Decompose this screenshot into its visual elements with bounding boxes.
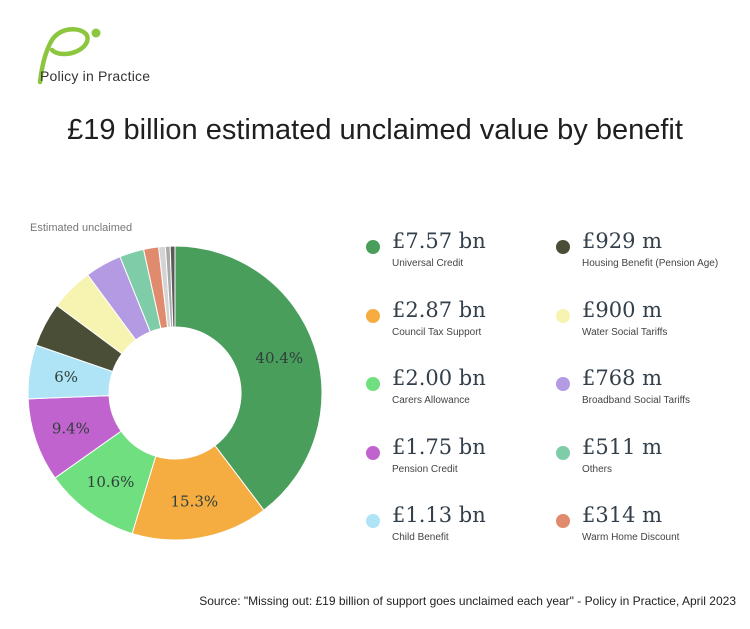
legend-item: £314 m Warm Home Discount xyxy=(556,503,736,555)
legend-value: £900 m xyxy=(582,297,663,322)
slice-label: 10.6% xyxy=(87,473,135,491)
legend-swatch-icon xyxy=(556,445,570,460)
legend-item: £1.13 bn Child Benefit xyxy=(366,503,546,555)
legend-label: Warm Home Discount xyxy=(582,532,680,543)
legend-label: Council Tax Support xyxy=(392,326,482,338)
legend-item: £2.00 bn Carers Allowance xyxy=(366,366,546,418)
legend-item: £768 m Broadband Social Tariffs xyxy=(556,366,736,418)
legend-label: Child Benefit xyxy=(392,532,449,543)
slice-label: 40.4% xyxy=(255,349,303,367)
legend-value: £1.75 bn xyxy=(392,434,486,459)
legend-value: £314 m xyxy=(582,503,663,527)
legend-value: £511 m xyxy=(582,434,663,459)
legend-item: £929 m Housing Benefit (Pension Age) xyxy=(556,229,736,281)
legend-item: £900 m Water Social Tariffs xyxy=(556,298,736,350)
legend-value: £929 m xyxy=(582,229,663,253)
donut-slices xyxy=(27,245,323,541)
legend-swatch-icon xyxy=(556,308,570,323)
legend-item: £511 m Others xyxy=(556,435,736,487)
legend-swatch-icon xyxy=(366,445,380,460)
legend-item: £1.75 bn Pension Credit xyxy=(366,435,546,487)
policy-in-practice-logo xyxy=(37,26,101,85)
slice-label: 9.4% xyxy=(52,419,90,437)
legend-label: Housing Benefit (Pension Age) xyxy=(582,258,719,269)
legend-label: Others xyxy=(582,463,613,475)
chart-title: £19 billion estimated unclaimed value by… xyxy=(67,114,683,146)
donut-slice-universal-credit xyxy=(174,245,323,511)
legend-label: Carers Allowance xyxy=(392,395,470,406)
legend-label: Broadband Social Tariffs xyxy=(582,395,691,406)
legend-value: £1.13 bn xyxy=(392,503,486,527)
donut-slice-labels: 40.4% 15.3% 10.6% 9.4% 6% xyxy=(52,349,303,510)
legend-label: Pension Credit xyxy=(392,463,458,475)
logo-text: Policy in Practice xyxy=(40,68,151,84)
source-note: Source: "Missing out: £19 billion of sup… xyxy=(199,594,736,608)
legend-label: Water Social Tariffs xyxy=(582,326,668,338)
slice-label: 15.3% xyxy=(170,492,218,510)
legend-value: £2.00 bn xyxy=(392,366,486,390)
legend-swatch-icon xyxy=(556,240,570,254)
donut-slice-minor-2 xyxy=(169,245,176,328)
legend-swatch-icon xyxy=(556,514,570,528)
legend-value: £2.87 bn xyxy=(392,297,486,322)
legend-swatch-icon xyxy=(366,308,380,323)
slice-label: 6% xyxy=(54,368,78,386)
chart-subtitle: Estimated unclaimed xyxy=(30,222,133,234)
logo-swoosh-icon xyxy=(37,26,90,85)
legend-item: £7.57 bn Universal Credit xyxy=(366,229,546,281)
legend-swatch-icon xyxy=(366,514,380,528)
legend-value: £7.57 bn xyxy=(392,229,486,253)
logo-dot-icon xyxy=(91,28,101,38)
legend-swatch-icon xyxy=(556,377,570,391)
legend-label: Universal Credit xyxy=(392,258,464,269)
legend-item: £2.87 bn Council Tax Support xyxy=(366,298,546,350)
legend-value: £768 m xyxy=(582,366,663,390)
legend-swatch-icon xyxy=(366,240,380,254)
legend-swatch-icon xyxy=(366,377,380,391)
